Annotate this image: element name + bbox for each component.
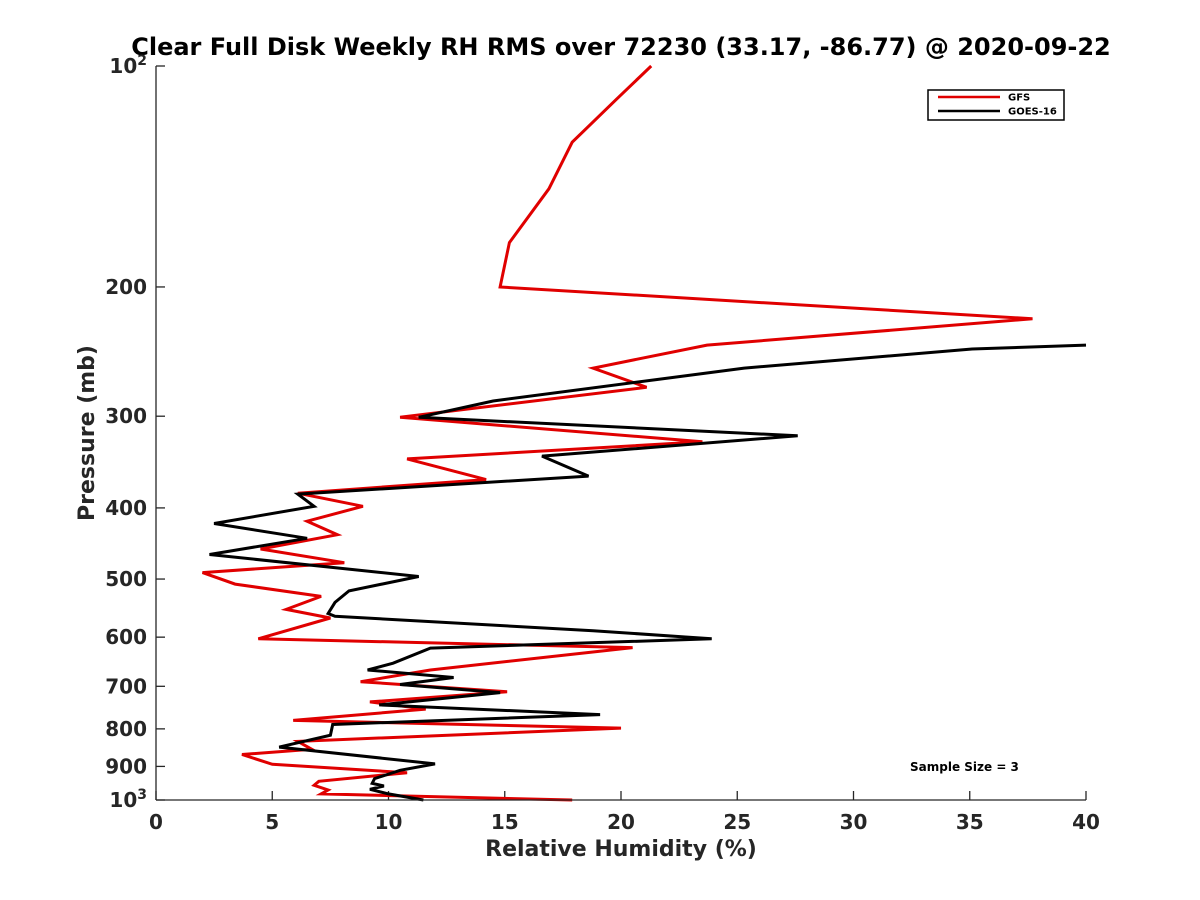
x-tick-label: 25: [723, 810, 751, 834]
y-axis-label-group: Pressure (mb): [75, 345, 100, 521]
y-tick-label: 102: [109, 53, 147, 78]
y-tick-label: 500: [105, 567, 147, 591]
y-tick-label: 800: [105, 717, 147, 741]
y-axis-ticks: 102 200 300 400 500 600 700 800 900 103: [105, 53, 165, 812]
x-axis-label: Relative Humidity (%): [485, 837, 757, 862]
y-axis-label: Pressure (mb): [75, 345, 100, 521]
x-tick-label: 0: [149, 810, 163, 834]
x-axis-ticks: 0 5 10 15 20 25 30 35 40: [149, 791, 1100, 834]
legend-box: [927, 89, 1065, 121]
y-tick-label: 900: [105, 754, 147, 778]
x-tick-label: 5: [265, 810, 279, 834]
series-layer: [202, 64, 1087, 802]
series-line-gfs: [202, 64, 1033, 802]
x-tick-label: 20: [607, 810, 635, 834]
y-tick-label: 300: [105, 404, 147, 428]
y-tick-label: 200: [105, 275, 147, 299]
x-tick-label: 40: [1072, 810, 1100, 834]
sample-size-annotation: Sample Size = 3: [910, 760, 1019, 774]
y-tick-label: 700: [105, 674, 147, 698]
chart-title: Clear Full Disk Weekly RH RMS over 72230…: [131, 33, 1111, 61]
x-tick-label: 30: [840, 810, 868, 834]
legend: GFS GOES-16: [927, 89, 1065, 121]
series-line-goes-16: [209, 343, 1087, 802]
x-tick-label: 35: [956, 810, 984, 834]
legend-label-goes16: GOES-16: [1008, 107, 1057, 118]
y-tick-label: 600: [105, 625, 147, 649]
y-tick-label: 400: [105, 496, 147, 520]
x-tick-label: 10: [375, 810, 403, 834]
legend-label-gfs: GFS: [1008, 93, 1030, 104]
x-tick-label: 15: [491, 810, 519, 834]
y-tick-label: 103: [109, 787, 147, 812]
